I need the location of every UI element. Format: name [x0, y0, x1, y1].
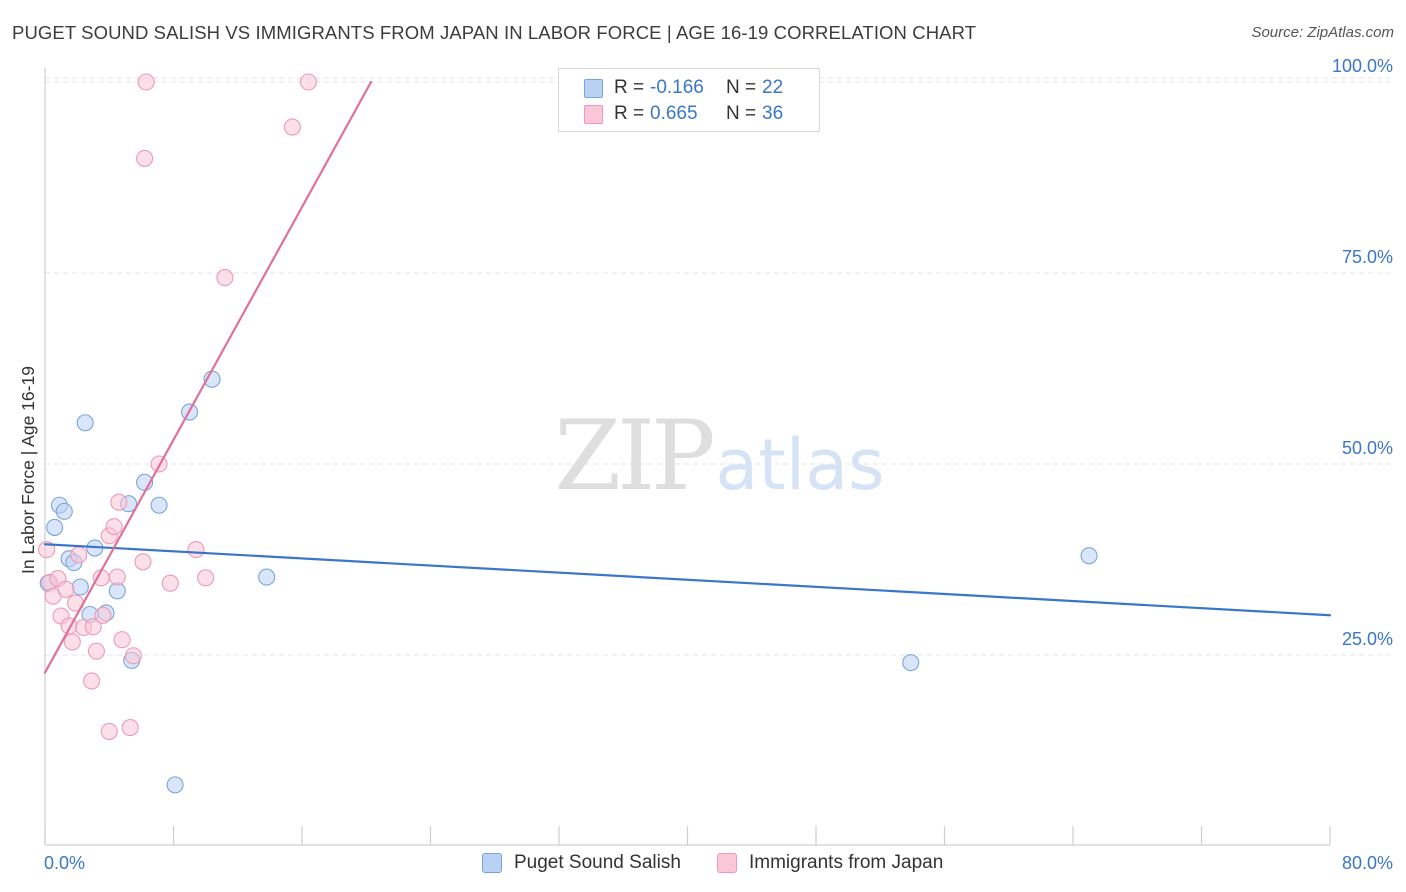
point-immigrants-from-japan: [108, 568, 126, 586]
legend-swatch-japan: [584, 104, 603, 124]
point-immigrants-from-japan: [87, 642, 105, 660]
watermark: ZIP atlas: [554, 400, 884, 512]
point-immigrants-from-japan: [63, 633, 81, 651]
x-tick-label: 0.0%: [44, 853, 85, 873]
y-tick-label: 50.0%: [1342, 438, 1393, 458]
series-name-japan: Immigrants from Japan: [749, 852, 944, 873]
series-swatch-japan: [717, 853, 737, 873]
point-puget-sound-salish: [71, 578, 89, 596]
point-puget-sound-salish: [258, 568, 276, 586]
watermark-atlas: atlas: [715, 424, 884, 506]
series-name-puget: Puget Sound Salish: [514, 852, 681, 873]
point-immigrants-from-japan: [110, 493, 128, 511]
legend-r-value: 0.665: [650, 103, 698, 124]
series-legend-item-puget[interactable]: Puget Sound Salish: [482, 852, 681, 874]
trend-line-puget-sound-salish: [43, 543, 1332, 617]
y-tick-label: 75.0%: [1342, 247, 1393, 267]
legend-row-puget: R = -0.166 N = 22: [584, 76, 783, 100]
legend-swatch-puget: [584, 78, 603, 98]
series-legend: Puget Sound Salish Immigrants from Japan: [0, 852, 1406, 878]
y-tick-label: 25.0%: [1342, 629, 1393, 649]
point-immigrants-from-japan: [100, 722, 118, 740]
legend-row-japan: R = 0.665 N = 36: [584, 102, 783, 126]
watermark-zip: ZIP: [554, 400, 713, 512]
point-puget-sound-salish: [55, 502, 73, 520]
point-puget-sound-salish: [46, 518, 64, 536]
legend-r-value: -0.166: [650, 77, 704, 98]
y-axis-label: In Labor Force | Age 16-19: [18, 366, 38, 574]
point-immigrants-from-japan: [137, 73, 155, 91]
series-legend-item-japan[interactable]: Immigrants from Japan: [717, 852, 943, 874]
point-puget-sound-salish: [1080, 547, 1098, 565]
point-immigrants-from-japan: [70, 546, 88, 564]
data-points: [38, 73, 1098, 794]
chart-title: PUGET SOUND SALISH VS IMMIGRANTS FROM JA…: [12, 22, 977, 43]
x-tick-label: 80.0%: [1342, 853, 1393, 873]
point-immigrants-from-japan: [187, 541, 205, 559]
point-immigrants-from-japan: [216, 269, 234, 287]
axes: [44, 68, 1331, 846]
point-immigrants-from-japan: [113, 631, 131, 649]
point-immigrants-from-japan: [94, 606, 112, 624]
legend-n-value: 36: [762, 103, 784, 124]
point-immigrants-from-japan: [84, 618, 102, 636]
point-puget-sound-salish: [902, 654, 920, 672]
legend-r-label: R =: [614, 77, 645, 98]
point-immigrants-from-japan: [124, 647, 142, 665]
point-puget-sound-salish: [150, 496, 168, 514]
gridlines: [45, 77, 1392, 656]
point-immigrants-from-japan: [197, 569, 215, 587]
point-immigrants-from-japan: [283, 118, 301, 136]
correlation-legend: R = -0.166 N = 22 R = 0.665 N = 36: [558, 68, 820, 132]
point-immigrants-from-japan: [57, 580, 75, 598]
series-swatch-puget: [482, 853, 502, 873]
trend-lines: [43, 80, 1332, 674]
source-label: Source: ZipAtlas.com: [1251, 24, 1394, 41]
legend-r-label: R =: [614, 103, 645, 124]
point-immigrants-from-japan: [105, 518, 123, 536]
point-puget-sound-salish: [76, 414, 94, 432]
point-immigrants-from-japan: [83, 672, 101, 690]
point-immigrants-from-japan: [136, 149, 154, 167]
point-immigrants-from-japan: [299, 73, 317, 91]
y-tick-label: 100.0%: [1332, 56, 1393, 76]
tick-labels: 25.0% 50.0% 75.0% 100.0% 0.0% 80.0%: [44, 56, 1393, 873]
legend-n-label: N =: [726, 103, 757, 124]
point-puget-sound-salish: [166, 776, 184, 794]
legend-n-label: N =: [726, 77, 757, 98]
point-immigrants-from-japan: [121, 719, 139, 737]
point-immigrants-from-japan: [134, 553, 152, 571]
legend-n-value: 22: [762, 77, 784, 98]
point-immigrants-from-japan: [161, 574, 179, 592]
trend-line-immigrants-from-japan: [43, 80, 373, 674]
